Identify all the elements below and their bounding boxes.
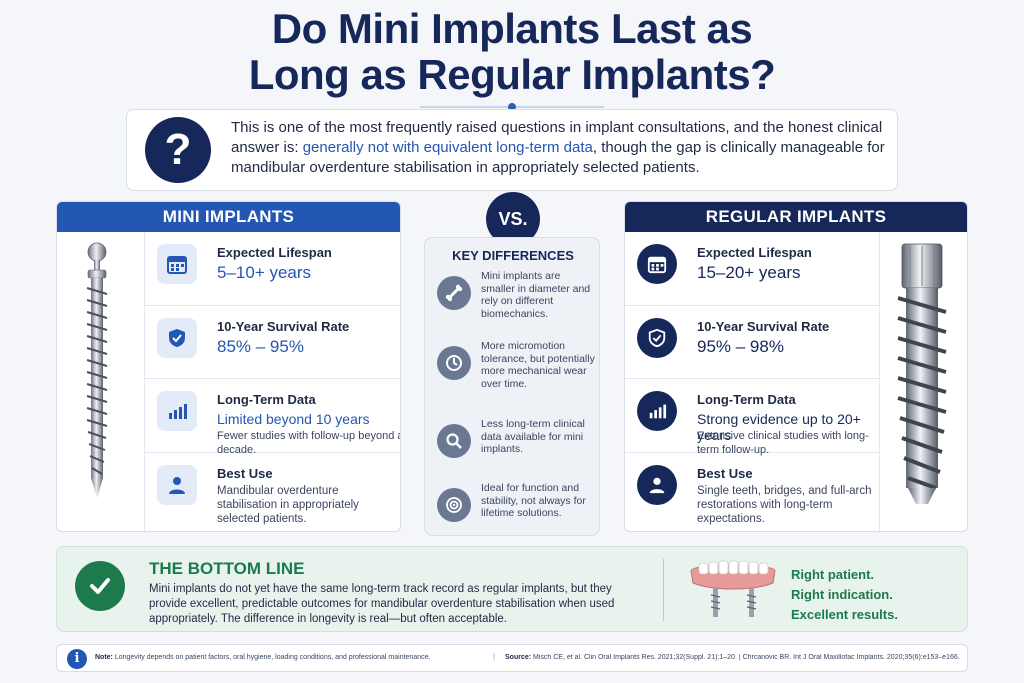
target-icon xyxy=(437,488,471,522)
regular-implant-illustration xyxy=(879,232,967,531)
title-divider-dot xyxy=(508,103,516,111)
row-label: 10-Year Survival Rate xyxy=(697,318,830,334)
mini-implant-screw-icon xyxy=(86,242,108,498)
regular-implants-panel: REGULAR IMPLANTS Expected Lifespan 15–20… xyxy=(624,201,968,532)
key-difference-item: Less long-term clinical data available f… xyxy=(435,418,595,478)
mini-row-long-term-data: Long-Term Data Limited beyond 10 years F… xyxy=(145,379,400,456)
regular-row-best-use: Best Use Single teeth, bridges, and full… xyxy=(625,453,879,527)
row-value: 5–10+ years xyxy=(217,263,312,282)
bar-chart-icon xyxy=(157,391,197,431)
shield-check-icon xyxy=(637,317,677,358)
user-icon xyxy=(637,464,677,505)
key-difference-item: More micromotion tolerance, but potentia… xyxy=(435,340,595,400)
info-icon: i xyxy=(67,649,87,669)
intro-highlight: generally not with equivalent long-term … xyxy=(302,139,593,156)
intro-text-part-1: This is one of the most frequently raise… xyxy=(231,119,883,156)
regular-implant-screw-icon xyxy=(897,243,947,504)
clock-icon xyxy=(437,346,471,380)
overdenture-icon xyxy=(690,560,776,617)
calendar-icon xyxy=(637,244,677,284)
row-label: Long-Term Data xyxy=(217,392,316,407)
checkmark-icon xyxy=(75,561,125,611)
user-icon xyxy=(157,464,197,505)
calendar-icon xyxy=(157,244,197,284)
footer-separator: | xyxy=(493,652,496,661)
mini-row-lifespan: Expected Lifespan 5–10+ years xyxy=(145,232,400,306)
row-value: 95% – 98% xyxy=(697,336,784,356)
footer-note: i Note: Longevity depends on patient fac… xyxy=(56,644,968,672)
footer-source-label: Source: xyxy=(505,654,532,661)
row-subtext: Fewer studies with follow-up beyond a de… xyxy=(217,430,401,456)
magnifier-icon xyxy=(437,424,471,458)
page-title-line-1: Do Mini Implants Last as xyxy=(271,5,753,52)
mini-implants-panel: MINI IMPLANTS xyxy=(56,201,401,532)
regular-implants-heading: REGULAR IMPLANTS xyxy=(625,202,967,232)
key-difference-text: Less long-term clinical data available f… xyxy=(481,418,585,455)
footer-source-body: Misch CE, et al. Clin Oral Implants Res.… xyxy=(531,654,960,661)
bottom-line-tag: Right patient. xyxy=(791,567,875,582)
bottom-line-box: THE BOTTOM LINE Mini implants do not yet… xyxy=(56,546,968,632)
bottom-line-title: THE BOTTOM LINE xyxy=(149,559,305,578)
row-value: Strong evidence up to 20+ years xyxy=(697,411,861,443)
mini-implant-illustration xyxy=(57,232,145,531)
footer-note-text: Note: Longevity depends on patient facto… xyxy=(95,654,430,661)
row-value: 15–20+ years xyxy=(697,263,801,282)
key-difference-text: More micromotion tolerance, but potentia… xyxy=(481,340,595,390)
regular-implants-rows: Expected Lifespan 15–20+ years 10-Year S… xyxy=(625,232,879,531)
bottom-line-tags: Right patient. Right indication. Excelle… xyxy=(791,565,961,625)
footer-note-body: Longevity depends on patient factors, or… xyxy=(112,654,431,661)
bone-icon xyxy=(437,276,471,310)
bar-chart-icon xyxy=(637,391,677,431)
row-label: Best Use xyxy=(217,465,273,481)
key-difference-text: Mini implants are smaller in diameter an… xyxy=(481,270,591,320)
footer-source-text: Source: Misch CE, et al. Clin Oral Impla… xyxy=(505,654,965,661)
intro-box: ? This is one of the most frequently rai… xyxy=(126,109,898,191)
mini-row-best-use: Best Use Mandibular overdenture stabilis… xyxy=(145,453,400,527)
key-difference-item: Mini implants are smaller in diameter an… xyxy=(435,270,595,330)
row-value: 85% – 95% xyxy=(217,336,304,356)
mini-implants-rows: Expected Lifespan 5–10+ years 10-Year Su… xyxy=(145,232,400,531)
key-differences-title: KEY DIFFERENCES xyxy=(452,248,574,263)
row-label: Best Use xyxy=(697,465,753,481)
page-title: Do Mini Implants Last as Long as Regular… xyxy=(0,6,1024,98)
bottom-line-tag: Excellent results. xyxy=(791,607,898,622)
key-difference-text: Ideal for function and stability, not al… xyxy=(481,482,586,519)
key-difference-item: Ideal for function and stability, not al… xyxy=(435,482,595,542)
bottom-line-text: Mini implants do not yet have the same l… xyxy=(149,583,615,625)
row-label: 10-Year Survival Rate xyxy=(217,318,350,334)
row-body: Mandibular overdenture stabilisation in … xyxy=(217,484,359,525)
intro-text-part-2: , though the gap is clinically manageabl… xyxy=(231,139,885,176)
shield-check-icon xyxy=(157,317,197,358)
regular-row-survival: 10-Year Survival Rate 95% – 98% xyxy=(625,306,879,379)
key-differences-box: KEY DIFFERENCES Mini implants are smalle… xyxy=(424,237,600,536)
intro-text: This is one of the most frequently raise… xyxy=(231,118,891,178)
row-label: Expected Lifespan xyxy=(217,245,332,260)
footer-note-label: Note: xyxy=(95,654,113,661)
row-label: Expected Lifespan xyxy=(697,245,812,260)
row-value: Limited beyond 10 years xyxy=(217,411,370,427)
row-subtext: Extensive clinical studies with long-ter… xyxy=(697,430,869,456)
mini-implants-heading: MINI IMPLANTS xyxy=(57,202,400,232)
mini-row-survival: 10-Year Survival Rate 85% – 95% xyxy=(145,306,400,379)
row-label: Long-Term Data xyxy=(697,392,796,407)
question-mark-icon: ? xyxy=(145,117,211,183)
bottom-line-tag: Right indication. xyxy=(791,587,893,602)
bottom-line-divider xyxy=(663,559,664,621)
regular-row-long-term-data: Long-Term Data Strong evidence up to 20+… xyxy=(625,379,879,456)
regular-row-lifespan: Expected Lifespan 15–20+ years xyxy=(625,232,879,306)
page-title-line-2: Long as Regular Implants? xyxy=(248,51,776,98)
row-body: Single teeth, bridges, and full-arch res… xyxy=(697,484,872,525)
